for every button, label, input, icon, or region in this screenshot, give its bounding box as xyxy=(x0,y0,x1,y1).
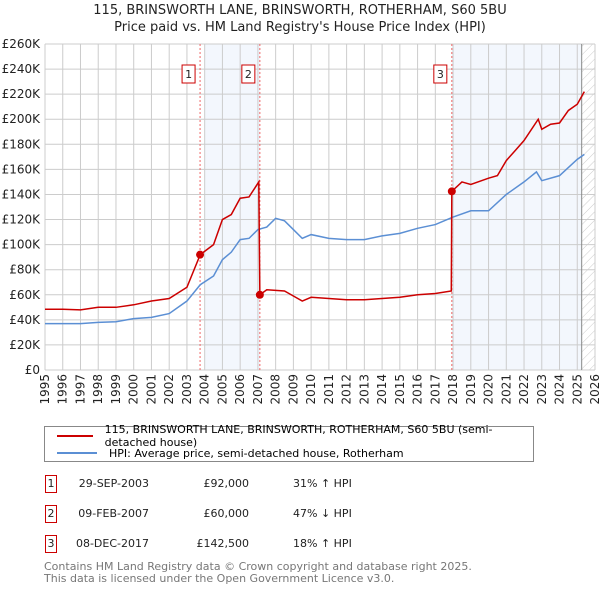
table-row: 2 09-FEB-2007 £60,000 47% ↓ HPI xyxy=(45,505,465,523)
x-tick-label: 2005 xyxy=(215,374,229,405)
x-tick-label: 2008 xyxy=(269,374,283,405)
x-tick-label: 2003 xyxy=(180,374,194,405)
sale-label: 3 xyxy=(437,68,444,81)
x-tick-label: 2010 xyxy=(304,374,318,405)
footer: Contains HM Land Registry data © Crown c… xyxy=(44,561,472,585)
x-tick-label: 2017 xyxy=(428,374,442,405)
x-tick-label: 1997 xyxy=(73,374,87,405)
x-tick-label: 2020 xyxy=(482,374,496,405)
sale-point xyxy=(255,290,264,299)
y-tick-label: £20K xyxy=(9,338,41,352)
y-tick-label: £220K xyxy=(2,87,42,101)
copyright-text: Contains HM Land Registry data © Crown c… xyxy=(44,560,472,573)
sale-label-box xyxy=(241,64,256,84)
x-tick-label: 2016 xyxy=(411,374,425,405)
x-tick-label: 2012 xyxy=(340,374,354,405)
x-tick-label: 2015 xyxy=(393,374,407,405)
legend-item-hpi: HPI: Average price, semi-detached house,… xyxy=(57,445,404,461)
x-tick-label: 2011 xyxy=(322,374,336,405)
future-hatch xyxy=(581,44,595,370)
sale-label-box xyxy=(181,64,196,84)
x-tick-label: 2002 xyxy=(162,374,176,405)
sale-price: £60,000 xyxy=(203,507,250,520)
y-tick-label: £0 xyxy=(25,363,40,377)
price-chart: 1995 1996 1997 1998 1999 2000 2001 2002 2003 2004… xyxy=(2,37,600,405)
x-tick-label: 1999 xyxy=(109,374,123,405)
sale-label: 2 xyxy=(245,68,252,81)
sale-hpi: 47% ↓ HPI xyxy=(293,507,352,520)
x-tick-label: 2001 xyxy=(144,374,158,405)
sale-marker: 2 xyxy=(45,505,57,523)
x-tick-label: 2026 xyxy=(588,374,600,405)
sale-hpi: 18% ↑ HPI xyxy=(293,537,352,550)
x-tick-label: 2022 xyxy=(517,374,531,405)
x-tick-label: 2004 xyxy=(198,374,212,405)
sale-price: £92,000 xyxy=(203,477,250,490)
y-tick-label: £120K xyxy=(2,213,42,227)
legend-swatch-red xyxy=(57,435,93,437)
y-tick-label: £40K xyxy=(9,313,41,327)
y-tick-label: £160K xyxy=(2,162,42,176)
x-tick-label: 1998 xyxy=(91,374,105,405)
sale-marker: 1 xyxy=(45,475,57,493)
sale-label: 1 xyxy=(185,68,192,81)
y-tick-label: £260K xyxy=(2,37,42,51)
chart-subtitle: Price paid vs. HM Land Registry's House … xyxy=(114,20,486,35)
y-tick-label: £80K xyxy=(9,263,41,277)
y-tick-label: £240K xyxy=(2,62,42,76)
y-tick-label: £200K xyxy=(2,112,42,126)
shaded-period xyxy=(205,44,260,370)
x-tick-label: 2025 xyxy=(570,374,584,405)
x-tick-label: 2018 xyxy=(446,374,460,405)
sale-hpi: 31% ↑ HPI xyxy=(293,477,352,490)
x-tick-label: 2009 xyxy=(286,374,300,405)
sale-marker: 3 xyxy=(45,535,57,553)
sale-date: 29-SEP-2003 xyxy=(78,477,149,490)
x-tick-label: 2014 xyxy=(375,374,389,405)
licence-text: This data is licensed under the Open Gov… xyxy=(44,572,395,585)
table-row: 3 08-DEC-2017 £142,500 18% ↑ HPI xyxy=(45,535,465,553)
x-tick-label: 1996 xyxy=(56,374,70,405)
x-tick-label: 2007 xyxy=(251,374,265,405)
y-tick-label: £100K xyxy=(2,238,42,252)
hpi-line xyxy=(45,153,585,325)
sale-point xyxy=(196,250,205,259)
chart-title: 115, BRINSWORTH LANE, BRINSWORTH, ROTHER… xyxy=(93,3,507,18)
sale-date: 08-DEC-2017 xyxy=(75,537,149,550)
legend-swatch-blue xyxy=(57,452,97,454)
y-tick-label: £140K xyxy=(2,187,42,201)
legend: 115, BRINSWORTH LANE, BRINSWORTH, ROTHER… xyxy=(44,423,534,462)
x-tick-label: 2024 xyxy=(553,374,567,405)
sale-point xyxy=(447,187,456,196)
price-paid-line xyxy=(45,91,586,311)
sale-date: 09-FEB-2007 xyxy=(78,507,149,520)
shaded-period xyxy=(451,44,582,370)
x-tick-label: 2013 xyxy=(357,374,371,405)
y-tick-label: £60K xyxy=(9,288,41,302)
x-tick-label: 2021 xyxy=(499,374,513,405)
sale-label-box xyxy=(433,64,448,84)
legend-item-property: 115, BRINSWORTH LANE, BRINSWORTH, ROTHER… xyxy=(57,423,533,449)
x-tick-label: 2023 xyxy=(535,374,549,405)
x-tick-label: 1995 xyxy=(38,374,52,405)
x-tick-label: 2006 xyxy=(233,374,247,405)
sale-price: £142,500 xyxy=(196,537,250,550)
y-tick-label: £180K xyxy=(2,137,42,151)
x-tick-label: 2019 xyxy=(464,374,478,405)
table-row: 1 29-SEP-2003 £92,000 31% ↑ HPI xyxy=(45,475,465,493)
x-tick-label: 2000 xyxy=(127,374,141,405)
legend-label: 115, BRINSWORTH LANE, BRINSWORTH, ROTHER… xyxy=(104,423,493,449)
legend-label: HPI: Average price, semi-detached house,… xyxy=(109,446,404,460)
